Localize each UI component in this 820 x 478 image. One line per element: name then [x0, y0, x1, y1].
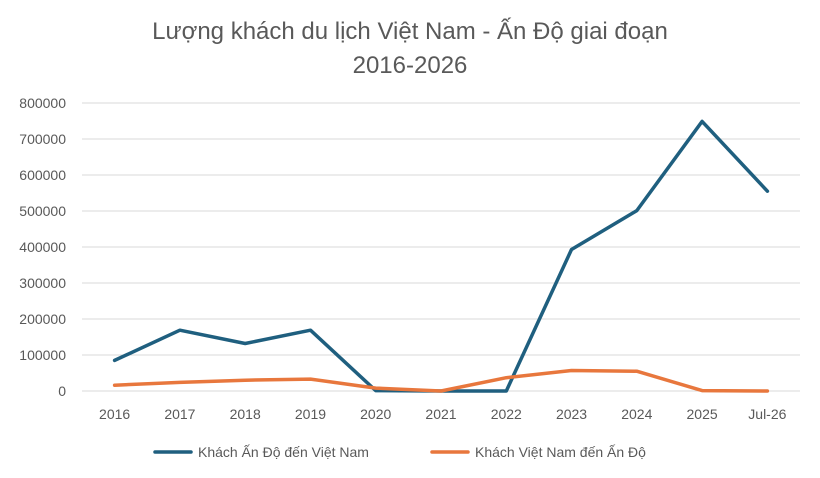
x-tick-label: Jul-26 [748, 406, 786, 422]
y-tick-label: 200000 [19, 311, 66, 327]
x-tick-label: 2021 [425, 406, 456, 422]
chart-title-line-2: 2016-2026 [353, 52, 468, 79]
x-tick-label: 2020 [360, 406, 391, 422]
x-tick-label: 2025 [687, 406, 718, 422]
x-tick-label: 2017 [164, 406, 195, 422]
y-axis-tick-labels: 0 100000 200000 300000 400000 500000 600000 700… [19, 95, 66, 399]
series-lines [112, 119, 770, 393]
series-line-1 [112, 119, 770, 393]
chart-title-line-1: Lượng khách du lịch Việt Nam - Ấn Độ gia… [152, 17, 668, 45]
x-tick-label: 2018 [230, 406, 261, 422]
x-axis-tick-labels: 2016 2017 2018 2019 2020 2021 2022 2023 2024 2025… [99, 406, 787, 422]
y-tick-label: 400000 [19, 239, 66, 255]
legend-label: Khách Việt Nam đến Ấn Độ [475, 444, 646, 460]
y-tick-label: 300000 [19, 275, 66, 291]
y-tick-label: 100000 [19, 347, 66, 363]
x-tick-label: 2022 [491, 406, 522, 422]
x-tick-label: 2019 [295, 406, 326, 422]
y-tick-label: 600000 [19, 167, 66, 183]
legend: Khách Ấn Độ đến Việt Nam Khách Việt Nam đ… [153, 444, 646, 460]
gridlines [82, 102, 800, 392]
y-tick-label: 0 [58, 383, 66, 399]
y-tick-label: 800000 [19, 95, 66, 111]
legend-label: Khách Ấn Độ đến Việt Nam [198, 444, 369, 460]
x-tick-label: 2024 [621, 406, 652, 422]
y-tick-label: 500000 [19, 203, 66, 219]
x-tick-label: 2023 [556, 406, 587, 422]
x-tick-label: 2016 [99, 406, 130, 422]
series-line-2 [112, 368, 770, 393]
y-tick-label: 700000 [19, 131, 66, 147]
